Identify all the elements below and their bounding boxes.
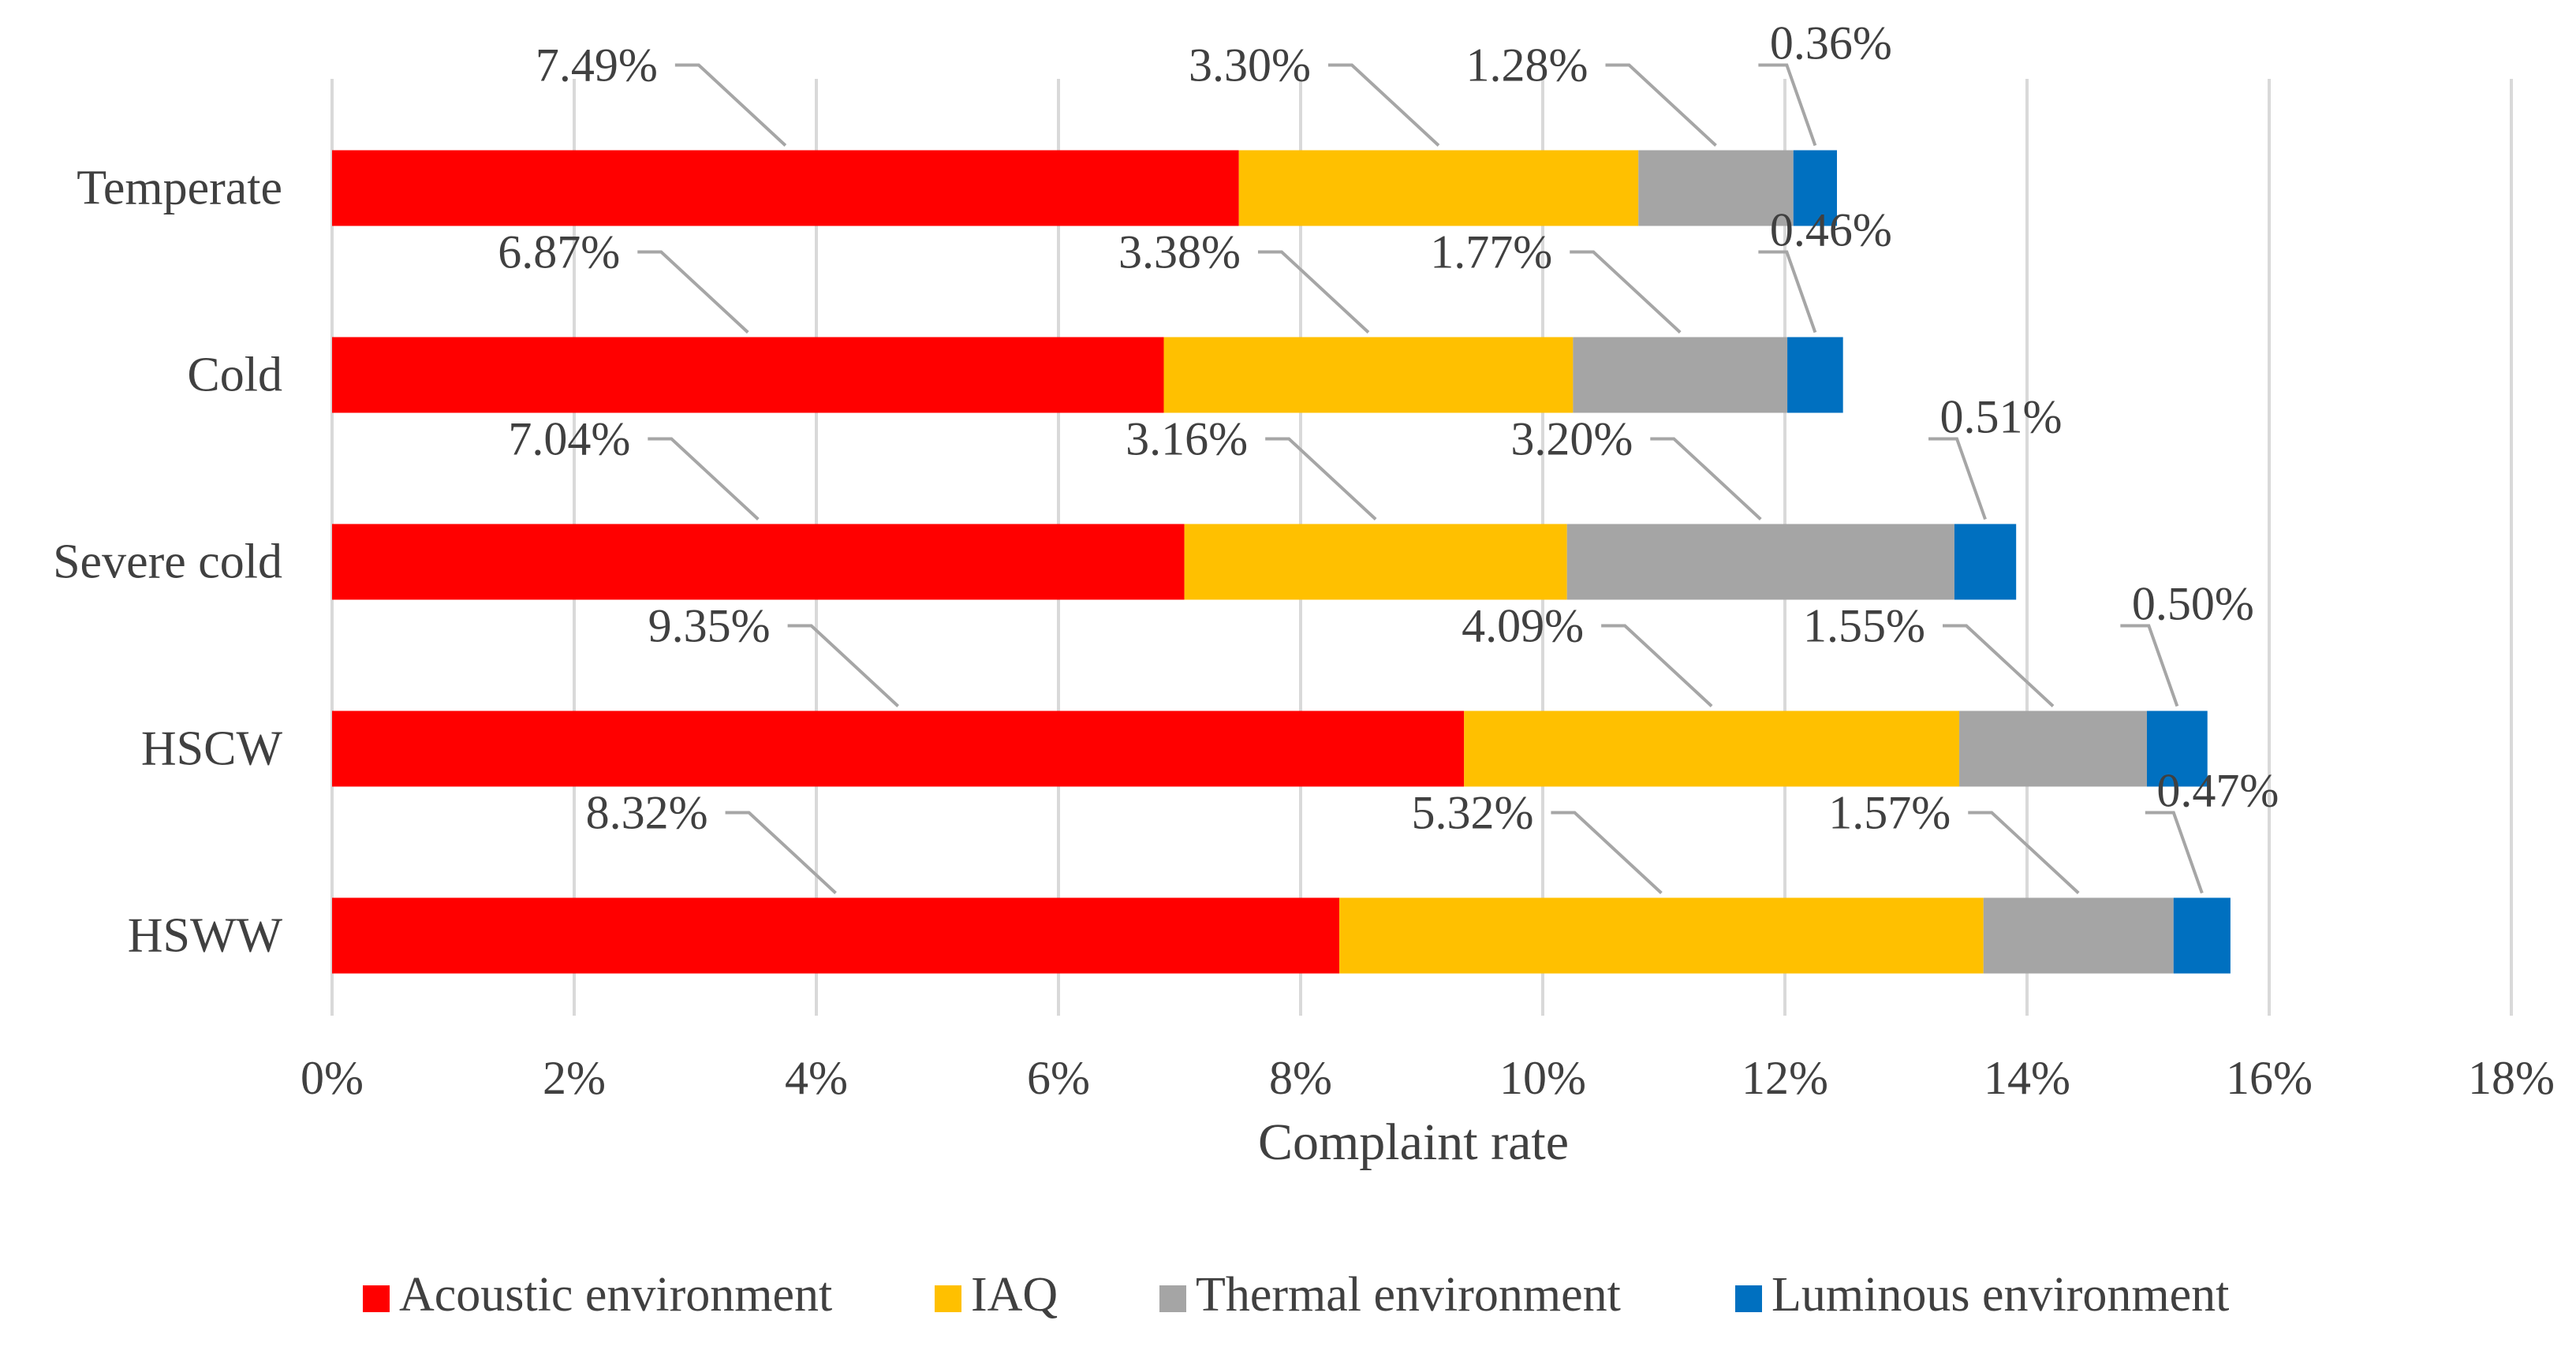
data-label: 5.32% (1411, 787, 1533, 839)
bar-segment (1464, 710, 1960, 787)
x-tick-label: 14% (1984, 1052, 2070, 1104)
data-labels: 7.49% 3.30% 1.28% 0.36% 6.87% 3.38% 1.77% 0.46%… (498, 17, 2279, 839)
data-label: 9.35% (648, 600, 771, 652)
data-label: 7.04% (508, 413, 630, 465)
category-label: Cold (187, 349, 282, 402)
leader-line (674, 63, 787, 147)
leader-line (1551, 811, 1663, 894)
legend-swatch (935, 1285, 961, 1312)
data-label: 0.47% (2156, 765, 2279, 817)
x-tick-label: 18% (2468, 1052, 2555, 1104)
category-label: HSCW (141, 722, 283, 776)
leader-line (1943, 624, 2055, 707)
legend-item[interactable]: Thermal environment (1159, 1268, 1621, 1322)
legend-label: Acoustic environment (399, 1268, 832, 1322)
data-label: 1.28% (1466, 39, 1589, 91)
leader-line (637, 250, 749, 334)
legend-label: Thermal environment (1196, 1268, 1621, 1322)
leader-line (1968, 811, 2080, 894)
leader-line (1758, 250, 1817, 334)
x-tick-label: 12% (1742, 1052, 1828, 1104)
x-tick-label: 0% (301, 1052, 364, 1104)
bar-segment (1954, 524, 2017, 600)
legend-item[interactable]: Acoustic environment (363, 1268, 832, 1322)
bar-segment (1163, 337, 1574, 413)
value-axis-ticks: 0% 2% 4% 6% 8% 10% 12% 14% 16% 18% (301, 1052, 2555, 1104)
leader-line (1605, 63, 1717, 147)
leader-line (1265, 437, 1377, 520)
data-label: 1.57% (1828, 787, 1951, 839)
leader-line (1327, 63, 1440, 147)
leader-line (648, 437, 760, 520)
legend-label: Luminous environment (1771, 1268, 2229, 1322)
legend-swatch (1159, 1285, 1186, 1312)
leader-line (1758, 63, 1817, 147)
data-label: 7.49% (536, 39, 658, 91)
label-leader-lines (637, 63, 2204, 894)
leader-line (2120, 624, 2179, 707)
category-label: Temperate (77, 162, 282, 215)
bar-segment (1573, 337, 1788, 413)
legend[interactable]: Acoustic environment IAQ Thermal environme… (363, 1268, 2229, 1322)
data-label: 0.46% (1770, 204, 1892, 256)
bar-segment (332, 150, 1239, 226)
leader-line (1257, 250, 1370, 334)
bar-segment (332, 710, 1465, 787)
legend-item[interactable]: Luminous environment (1735, 1268, 2229, 1322)
bar-segment (1184, 524, 1567, 600)
category-label: HSWW (128, 909, 283, 963)
bar-segment (1339, 897, 1984, 974)
x-tick-label: 6% (1027, 1052, 1090, 1104)
data-label: 0.51% (1940, 391, 2063, 443)
leader-line (787, 624, 899, 707)
leader-line (1570, 250, 1682, 334)
bar-segment (332, 897, 1340, 974)
data-label: 3.30% (1189, 39, 1311, 91)
data-label: 3.20% (1510, 413, 1633, 465)
data-label: 8.32% (586, 787, 708, 839)
data-label: 1.77% (1430, 226, 1552, 278)
legend-swatch (363, 1285, 390, 1312)
data-label: 6.87% (498, 226, 620, 278)
bar-segment (1566, 524, 1954, 600)
data-label: 1.55% (1803, 600, 1925, 652)
data-label: 4.09% (1462, 600, 1584, 652)
x-tick-label: 2% (543, 1052, 606, 1104)
bars (332, 150, 2231, 974)
leader-line (725, 811, 837, 894)
leader-line (1601, 624, 1713, 707)
data-label: 0.36% (1770, 17, 1892, 69)
bar-segment (2173, 897, 2231, 974)
bar-segment (1959, 710, 2147, 787)
data-label: 3.16% (1126, 413, 1248, 465)
data-label: 0.50% (2132, 578, 2254, 630)
legend-label: IAQ (971, 1268, 1058, 1322)
x-tick-label: 10% (1499, 1052, 1586, 1104)
category-label: Severe cold (53, 535, 282, 589)
x-tick-label: 8% (1269, 1052, 1332, 1104)
category-axis-labels: Temperate Cold Severe cold HSCW HSWW (53, 162, 282, 963)
leader-line (2145, 811, 2204, 894)
bar-segment (332, 524, 1185, 600)
bar-segment (1793, 150, 1838, 226)
bar-segment (1638, 150, 1794, 226)
data-label: 3.38% (1118, 226, 1241, 278)
legend-item[interactable]: IAQ (935, 1268, 1058, 1322)
bar-segment (2146, 710, 2208, 787)
x-tick-label: 16% (2226, 1052, 2313, 1104)
bar-segment (332, 337, 1164, 413)
leader-line (1928, 437, 1987, 520)
bar-segment (1238, 150, 1639, 226)
x-tick-label: 4% (785, 1052, 848, 1104)
legend-swatch (1735, 1285, 1762, 1312)
bar-segment (1983, 897, 2174, 974)
leader-line (1650, 437, 1762, 520)
bar-segment (1787, 337, 1843, 413)
x-axis-title: Complaint rate (1258, 1113, 1569, 1171)
